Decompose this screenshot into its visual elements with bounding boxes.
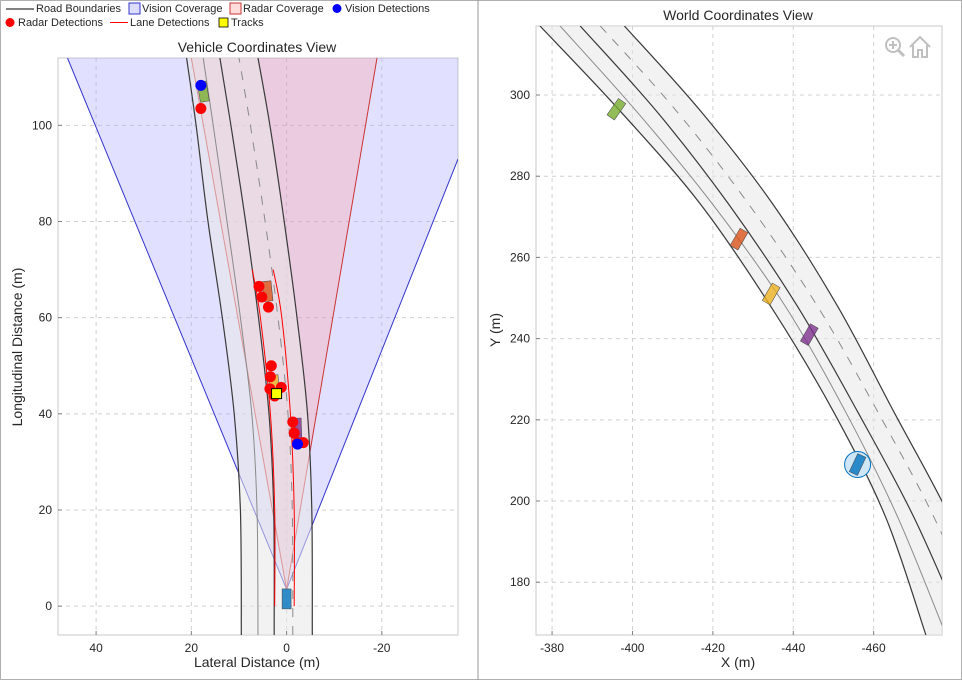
road-boundary-line — [257, 58, 313, 635]
vehicle-marker — [800, 323, 819, 346]
x-tick-label: -380 — [540, 641, 564, 655]
legend: Road Boundaries Vision Coverage Radar Co… — [5, 2, 430, 29]
radar-detection-point — [262, 301, 274, 313]
radar-detection-point — [195, 102, 207, 114]
legend-vision-detections-label: Vision Detections — [345, 3, 430, 15]
y-tick-label: 300 — [510, 88, 530, 102]
road-boundary-line — [579, 26, 942, 581]
vehicle-marker — [281, 588, 292, 610]
y-tick-label: 0 — [45, 599, 52, 613]
world-view-ylabel: Y (m) — [487, 313, 503, 347]
lane-marking-line — [238, 58, 294, 635]
vision-detection-point — [195, 79, 207, 91]
x-tick-label: 0 — [283, 641, 290, 655]
world-view-content — [539, 26, 942, 635]
lane-marking-line — [559, 26, 942, 627]
radar-detection-point — [288, 427, 300, 439]
radar-detection-point — [287, 416, 299, 428]
y-tick-label: 80 — [39, 214, 53, 228]
vehicle-body — [281, 588, 292, 610]
legend-radar-detections-swatch — [5, 18, 15, 27]
radar-detection-point — [256, 291, 268, 303]
y-tick-label: 40 — [39, 407, 53, 421]
x-tick-label: -460 — [862, 641, 886, 655]
vehicle-view-ylabel: Longitudinal Distance (m) — [9, 268, 25, 427]
x-tick-label: 20 — [185, 641, 199, 655]
y-tick-label: 220 — [510, 413, 530, 427]
legend-radar-coverage-swatch — [229, 2, 242, 15]
home-icon[interactable] — [909, 35, 931, 58]
legend-radar-coverage-label: Radar Coverage — [243, 3, 324, 15]
legend-vision-coverage-swatch — [128, 2, 141, 15]
vehicle-body — [761, 282, 781, 306]
world-view-ticks: -380 -400 -420 -440 -460 180 200 220 240 260 280 30… — [510, 88, 886, 655]
y-tick-label: 280 — [510, 169, 530, 183]
world-view-xlabel: X (m) — [721, 654, 755, 670]
vehicle-marker — [761, 282, 781, 306]
y-tick-label: 200 — [510, 494, 530, 508]
y-tick-label: 20 — [39, 503, 53, 517]
world-view-plot-area[interactable] — [535, 25, 943, 636]
legend-tracks-swatch — [218, 17, 229, 28]
vision-detection-point — [292, 438, 304, 450]
lane-marking-line — [599, 26, 942, 536]
legend-road-boundaries-label: Road Boundaries — [36, 3, 122, 15]
legend-vision-detections-swatch — [332, 4, 342, 13]
x-tick-label: -420 — [701, 641, 725, 655]
y-tick-label: 240 — [510, 332, 530, 346]
legend-lane-detections-label: Lane Detections — [130, 17, 210, 29]
track-marker — [271, 388, 283, 400]
vehicle-view-xlabel: Lateral Distance (m) — [194, 654, 320, 670]
legend-vision-coverage-label: Vision Coverage — [142, 3, 223, 15]
vehicle-body — [606, 98, 627, 121]
road-boundary-line — [623, 26, 942, 503]
y-tick-label: 260 — [510, 250, 530, 264]
zoom-in-icon[interactable] — [885, 37, 906, 58]
vehicle-marker — [848, 453, 867, 476]
x-tick-label: 40 — [89, 641, 103, 655]
road-boundary-line — [186, 58, 242, 635]
vehicle-body — [848, 453, 867, 476]
vehicle-marker — [606, 98, 627, 121]
vehicle-body — [729, 227, 749, 251]
x-tick-label: -20 — [373, 641, 391, 655]
vehicle-view-ticks: 40 20 0 -20 0 20 40 60 80 100 — [32, 118, 391, 655]
vehicle-marker — [729, 227, 749, 251]
radar-detection-point — [265, 360, 277, 372]
road-boundary-line — [219, 58, 275, 635]
lane-detection-line — [251, 269, 276, 607]
x-tick-label: -440 — [781, 641, 805, 655]
vehicle-body — [800, 323, 819, 346]
radar-detection-point — [264, 371, 276, 383]
vehicle-view-content — [67, 58, 458, 635]
legend-radar-detections-label: Radar Detections — [18, 17, 103, 29]
y-tick-label: 100 — [32, 118, 52, 132]
lane-detection-line — [272, 269, 295, 607]
world-view-title: World Coordinates View — [663, 7, 814, 23]
legend-tracks-label: Tracks — [231, 17, 264, 29]
y-tick-label: 180 — [510, 575, 530, 589]
radar-detection-point — [253, 280, 265, 292]
vehicle-view-title: Vehicle Coordinates View — [178, 39, 337, 55]
x-tick-label: -400 — [620, 641, 644, 655]
vehicle-view-axes[interactable]: 40 20 0 -20 0 20 40 60 80 100 — [32, 0, 459, 655]
world-view-axes[interactable]: -380 -400 -420 -440 -460 180 200 220 240 260 280 30… — [510, 25, 962, 655]
lane-marking-line — [202, 58, 259, 635]
y-tick-label: 60 — [39, 311, 53, 325]
